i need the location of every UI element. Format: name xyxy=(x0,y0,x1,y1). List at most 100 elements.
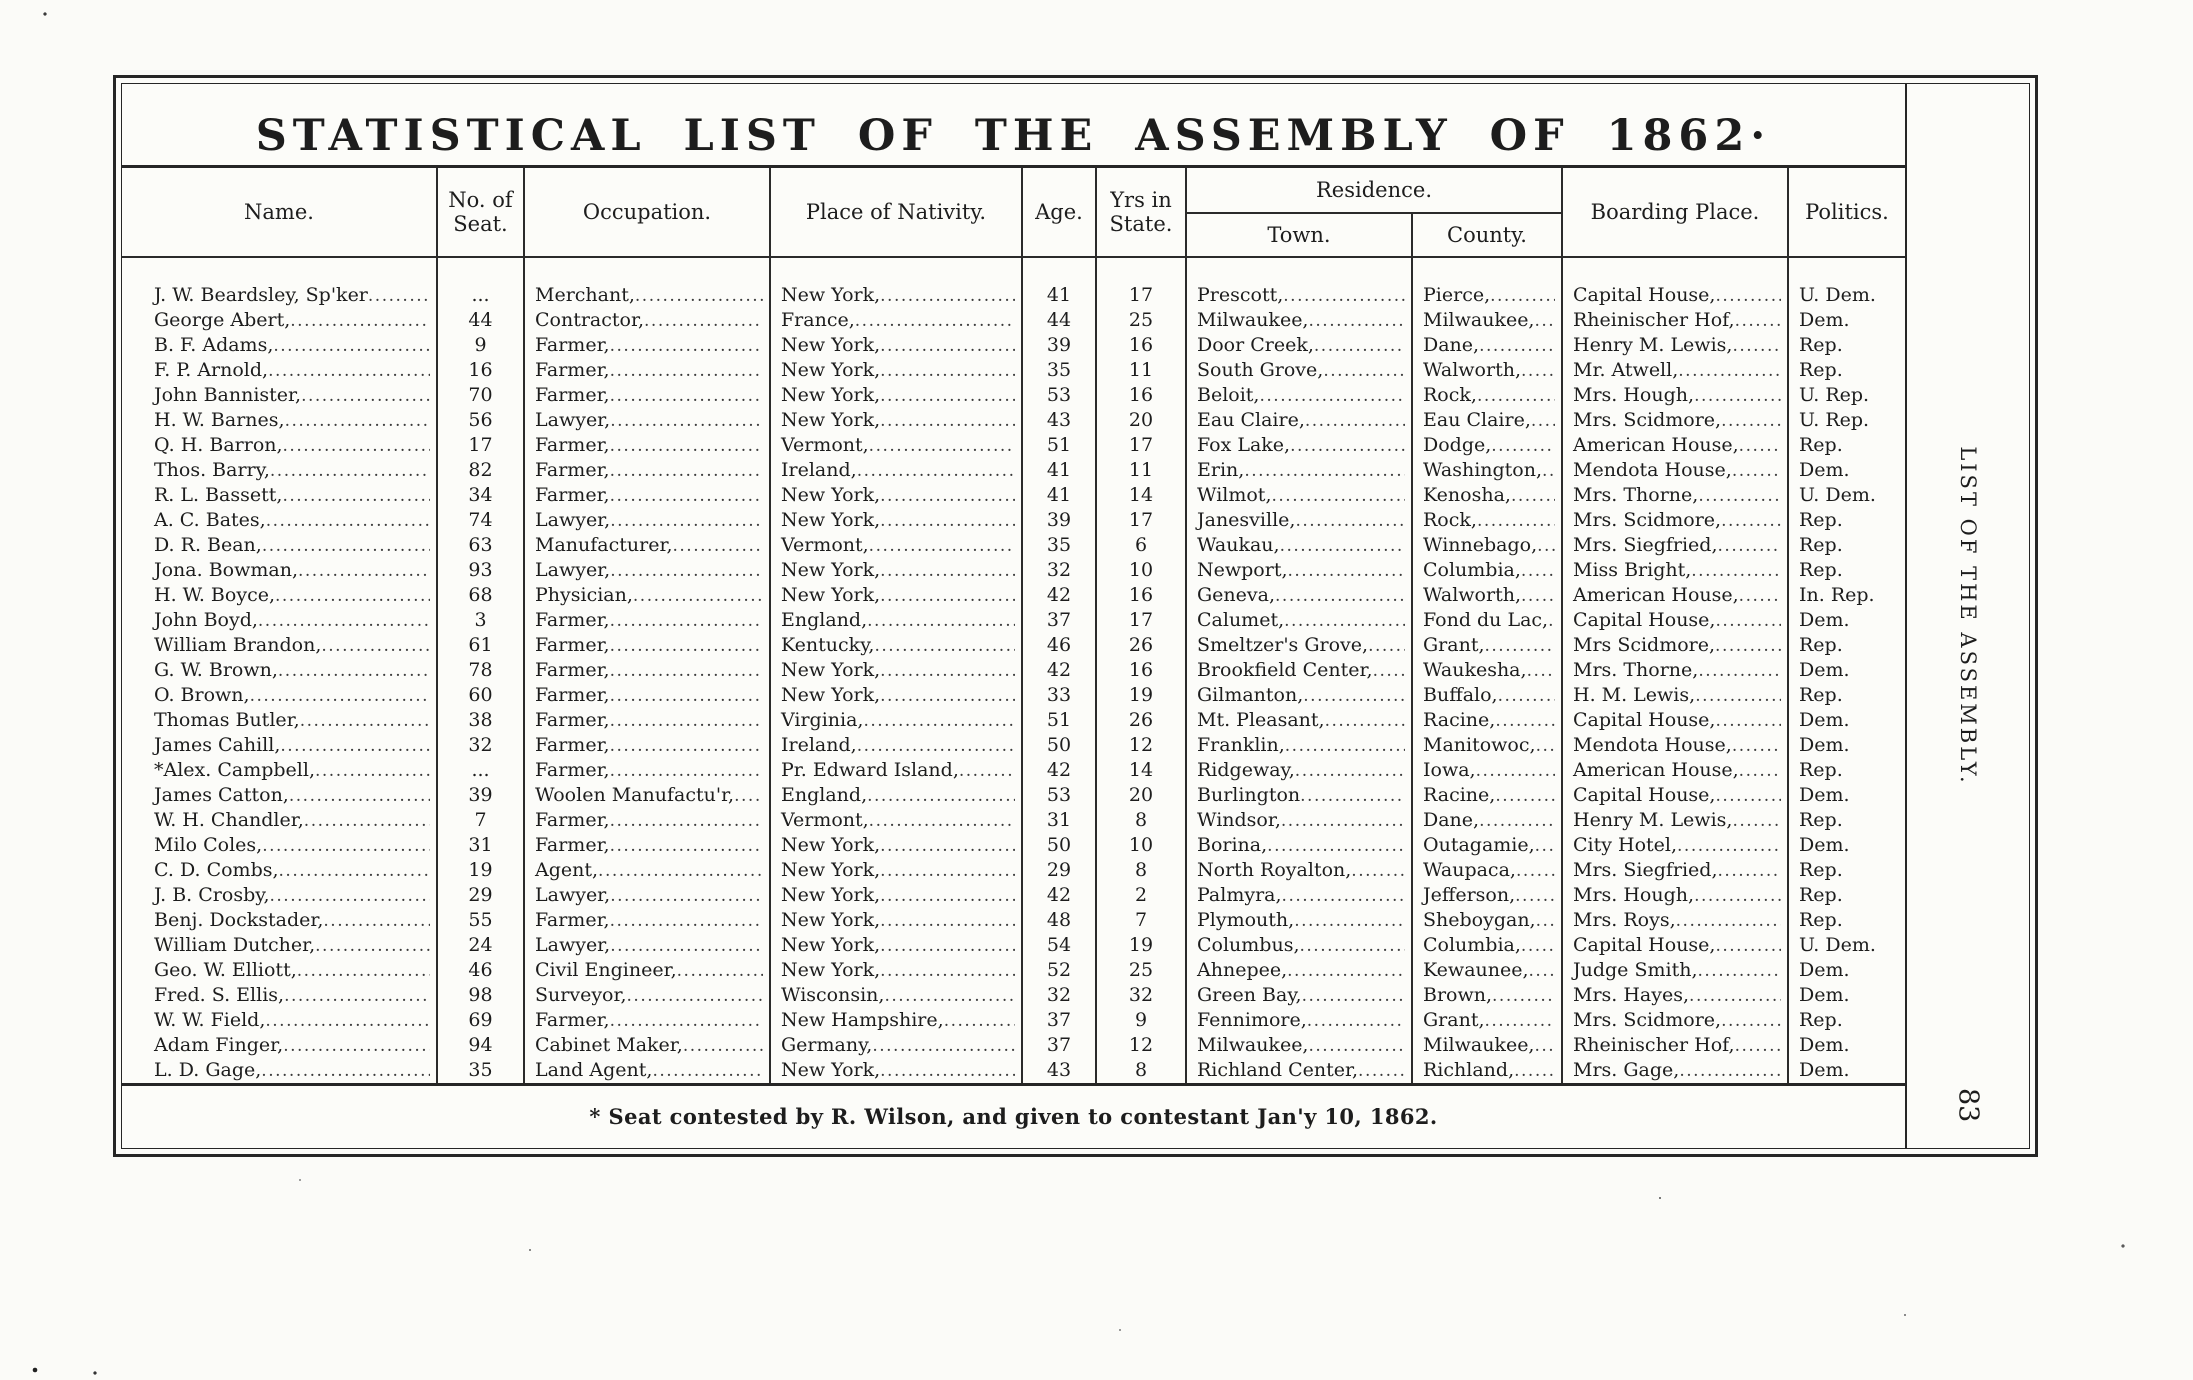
cell-name: William Brandon, xyxy=(122,633,437,658)
cell-boarding-place: Mrs. Hayes, xyxy=(1561,982,1788,1008)
cell-county: Eau Claire, xyxy=(1411,407,1562,433)
dot-leader xyxy=(610,1008,763,1033)
dot-leader xyxy=(1735,308,1781,333)
cell-politics: Dem. xyxy=(1787,832,1905,858)
cell-town: Windsor, xyxy=(1185,807,1412,833)
cell-yrs-in-state: 20 xyxy=(1095,407,1186,433)
cell-boarding-place: Capital House, xyxy=(1561,282,1788,308)
page-number: 83 xyxy=(1952,1087,1984,1122)
cell-occupation: Physician, xyxy=(523,582,770,608)
dot-leader xyxy=(1739,758,1781,783)
cell-boarding-place: Capital House, xyxy=(1561,607,1788,633)
cell-seat: 24 xyxy=(436,932,524,958)
cell-seat: 38 xyxy=(436,707,524,733)
cell-seat: 3 xyxy=(436,607,524,633)
assembly-table: Name. No. of Seat. Occupation. Place of … xyxy=(122,165,1905,1086)
cell-nativity: New York, xyxy=(769,557,1022,583)
dot-leader xyxy=(1689,983,1781,1008)
cell-nativity: Germany, xyxy=(769,1032,1022,1058)
cell-yrs-in-state: 11 xyxy=(1095,357,1186,383)
dot-leader xyxy=(1534,308,1555,333)
footnote: * Seat contested by R. Wilson, and given… xyxy=(589,1103,1438,1129)
cell-age: 32 xyxy=(1021,557,1096,583)
cell-name: H. W. Boyce, xyxy=(122,583,437,608)
dot-leader xyxy=(275,583,430,608)
cell-yrs-in-state: 7 xyxy=(1095,907,1186,933)
dot-leader xyxy=(1294,908,1405,933)
dot-leader xyxy=(880,383,1015,408)
cell-boarding-place: Capital House, xyxy=(1561,782,1788,808)
cell-yrs-in-state: 10 xyxy=(1095,557,1186,583)
dot-leader xyxy=(1715,608,1781,633)
cell-town: Milwaukee, xyxy=(1185,307,1412,333)
dot-leader xyxy=(1476,758,1555,783)
cell-yrs-in-state: 16 xyxy=(1095,657,1186,683)
dot-leader xyxy=(1485,1008,1556,1033)
dot-leader xyxy=(1739,433,1781,458)
dot-leader xyxy=(1283,283,1405,308)
cell-nativity: Vermont, xyxy=(769,807,1022,833)
dot-leader xyxy=(1358,1058,1405,1083)
cell-politics: Dem. xyxy=(1787,607,1905,633)
cell-town: Milwaukee, xyxy=(1185,1032,1412,1058)
dot-leader xyxy=(1290,433,1405,458)
dot-leader xyxy=(270,458,430,483)
cell-yrs-in-state: 12 xyxy=(1095,732,1186,758)
cell-age: 35 xyxy=(1021,532,1096,558)
dot-leader xyxy=(250,683,430,708)
cell-yrs-in-state: 16 xyxy=(1095,382,1186,408)
dot-leader xyxy=(869,808,1015,833)
cell-yrs-in-state: 32 xyxy=(1095,982,1186,1008)
cell-seat: 31 xyxy=(436,832,524,858)
cell-politics: Dem. xyxy=(1787,307,1905,333)
dot-leader xyxy=(872,1033,1015,1058)
cell-yrs-in-state: 12 xyxy=(1095,1032,1186,1058)
dot-leader xyxy=(1511,483,1555,508)
cell-yrs-in-state: 26 xyxy=(1095,707,1186,733)
dot-leader xyxy=(1697,958,1781,983)
cell-name: C. D. Combs, xyxy=(122,858,437,883)
header-boarding-place: Boarding Place. xyxy=(1561,166,1788,258)
dot-leader xyxy=(1495,783,1555,808)
cell-name: Benj. Dockstader, xyxy=(122,908,437,933)
dot-leader xyxy=(610,333,763,358)
cell-yrs-in-state: 11 xyxy=(1095,457,1186,483)
dot-leader xyxy=(944,1008,1015,1033)
cell-politics: Rep. xyxy=(1787,632,1905,658)
cell-county: Dane, xyxy=(1411,332,1562,358)
cell-age: 53 xyxy=(1021,782,1096,808)
cell-boarding-place: American House, xyxy=(1561,757,1788,783)
cell-occupation: Farmer, xyxy=(523,757,770,783)
table-row: J. W. Beardsley, Sp'ker...Merchant,New Y… xyxy=(122,282,1905,308)
dot-leader xyxy=(610,908,763,933)
dot-leader xyxy=(1529,958,1555,983)
cell-yrs-in-state: 19 xyxy=(1095,682,1186,708)
cell-age: 41 xyxy=(1021,482,1096,508)
cell-town: Columbus, xyxy=(1185,932,1412,958)
dot-leader xyxy=(278,658,430,683)
header-name: Name. xyxy=(122,166,437,258)
cell-politics: Rep. xyxy=(1787,1007,1905,1033)
cell-county: Rock, xyxy=(1411,382,1562,408)
cell-occupation: Merchant, xyxy=(523,282,770,308)
cell-occupation: Surveyor, xyxy=(523,982,770,1008)
cell-age: 37 xyxy=(1021,607,1096,633)
dot-leader xyxy=(880,933,1015,958)
cell-politics: Rep. xyxy=(1787,807,1905,833)
dot-leader xyxy=(1695,683,1781,708)
cell-town: Gilmanton, xyxy=(1185,682,1412,708)
dot-leader xyxy=(285,408,430,433)
cell-occupation: Farmer, xyxy=(523,357,770,383)
cell-age: 51 xyxy=(1021,432,1096,458)
cell-seat: 7 xyxy=(436,807,524,833)
cell-seat: 55 xyxy=(436,907,524,933)
header-occupation: Occupation. xyxy=(523,166,770,258)
dot-leader xyxy=(1282,883,1405,908)
dot-leader xyxy=(1323,358,1405,383)
cell-politics: Dem. xyxy=(1787,457,1905,483)
